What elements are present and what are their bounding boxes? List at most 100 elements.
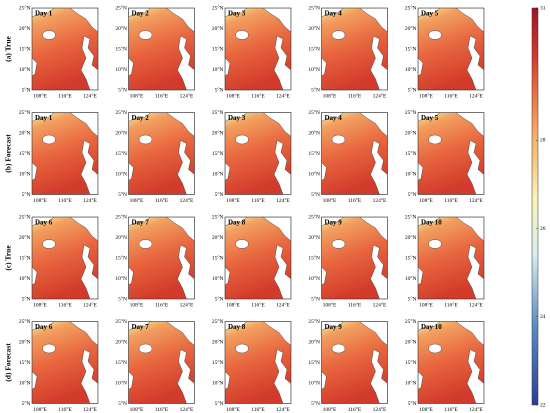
lat-tick-label: 10°N (405, 379, 417, 386)
lat-tick-label: 20°N (212, 25, 224, 32)
lon-tick-label: 116°E (58, 92, 72, 99)
lat-tick-label: 20°N (19, 338, 31, 345)
map-frame (128, 7, 195, 91)
map-frame (224, 7, 292, 91)
lat-tick-label: 5°N (311, 86, 320, 93)
lat-tick-label: 10°N (405, 66, 417, 73)
lat-tick-label: 20°N (115, 129, 127, 136)
lat-tick-label: 25°N (405, 4, 417, 11)
lat-tick-label: 20°N (115, 25, 127, 32)
map-frame (31, 321, 99, 404)
colorbar (531, 7, 539, 406)
lon-tick-label: 116°E (444, 406, 458, 413)
sst-map (32, 321, 98, 404)
lat-tick-label: 20°N (115, 338, 127, 345)
lon-tick-label: 124°E (373, 92, 387, 99)
lat-tick-label: 15°N (405, 150, 417, 157)
lat-tick-label: 25°N (115, 318, 127, 325)
panel-title: Day 10 (421, 219, 442, 227)
lon-tick-label: 124°E (469, 92, 483, 99)
sst-map (225, 8, 291, 90)
lat-tick-label: 25°N (308, 318, 320, 325)
lat-tick-label: 25°N (212, 4, 224, 11)
map-frame (128, 112, 195, 195)
lon-tick-label: 108°E (33, 406, 47, 413)
lon-tick-label: 108°E (323, 92, 337, 99)
panel-title: Day 2 (132, 114, 150, 122)
lon-tick-label: 116°E (348, 406, 362, 413)
sst-map (32, 112, 98, 195)
map-frame (321, 216, 388, 300)
lat-tick-label: 25°N (308, 213, 320, 220)
lon-tick-label: 108°E (130, 92, 144, 99)
lat-tick-label: 10°N (19, 170, 31, 177)
lat-tick-label: 5°N (408, 86, 417, 93)
lat-tick-label: 10°N (405, 170, 417, 177)
lat-tick-label: 15°N (308, 150, 320, 157)
sst-map (225, 321, 291, 404)
lon-tick-label: 124°E (83, 406, 97, 413)
sst-map (225, 112, 291, 195)
colorbar-tick-label: 31 (540, 5, 546, 11)
map-frame (321, 7, 388, 91)
lat-tick-label: 25°N (308, 109, 320, 116)
sst-map (128, 321, 195, 404)
panel-title: Day 1 (35, 114, 53, 122)
lat-tick-label: 10°N (308, 275, 320, 282)
sst-map (128, 217, 195, 299)
lat-tick-label: 25°N (19, 109, 31, 116)
lat-tick-label: 15°N (308, 359, 320, 366)
row-label: (a) True (4, 35, 13, 61)
lat-tick-label: 15°N (405, 45, 417, 52)
panel-title: Day 6 (35, 323, 53, 331)
lat-tick-label: 5°N (118, 295, 127, 302)
panel-title: Day 7 (132, 219, 150, 227)
sst-map (32, 8, 98, 90)
row-label: (d) Forecast (4, 343, 13, 382)
lon-tick-label: 108°E (226, 92, 240, 99)
panel-title: Day 6 (35, 219, 53, 227)
lon-tick-label: 124°E (276, 406, 290, 413)
lon-tick-label: 124°E (83, 197, 97, 204)
map-frame (31, 216, 99, 300)
sst-map (32, 217, 98, 299)
lat-tick-label: 25°N (405, 109, 417, 116)
panel-title: Day 9 (325, 219, 343, 227)
lon-tick-label: 108°E (33, 92, 47, 99)
lat-tick-label: 5°N (408, 295, 417, 302)
sst-map (128, 112, 195, 195)
lat-tick-label: 15°N (212, 45, 224, 52)
lon-tick-label: 108°E (226, 197, 240, 204)
map-frame (128, 216, 195, 300)
lon-tick-label: 116°E (155, 92, 169, 99)
lat-tick-label: 5°N (118, 86, 127, 93)
panel-title: Day 5 (421, 10, 439, 18)
lat-tick-label: 10°N (308, 170, 320, 177)
lat-tick-label: 5°N (215, 191, 224, 198)
lat-tick-label: 10°N (308, 379, 320, 386)
lat-tick-label: 20°N (19, 25, 31, 32)
lat-tick-label: 20°N (405, 25, 417, 32)
lon-tick-label: 116°E (251, 92, 265, 99)
lat-tick-label: 10°N (212, 66, 224, 73)
lat-tick-label: 15°N (212, 254, 224, 261)
lon-tick-label: 124°E (469, 406, 483, 413)
map-frame (128, 321, 195, 404)
panel-title: Day 8 (228, 323, 246, 331)
lon-tick-label: 108°E (33, 301, 47, 308)
panel-title: Day 8 (228, 219, 246, 227)
lat-tick-label: 20°N (308, 338, 320, 345)
lon-tick-label: 124°E (373, 406, 387, 413)
lat-tick-label: 15°N (405, 359, 417, 366)
lon-tick-label: 108°E (419, 406, 433, 413)
colorbar-tick-label: 24 (540, 314, 546, 320)
panel-title: Day 3 (228, 114, 246, 122)
map-frame (417, 216, 485, 300)
lat-tick-label: 5°N (22, 86, 31, 93)
sst-map (418, 217, 484, 299)
lat-tick-label: 15°N (308, 45, 320, 52)
map-frame (224, 216, 292, 300)
lon-tick-label: 108°E (226, 406, 240, 413)
sst-map (321, 321, 388, 404)
